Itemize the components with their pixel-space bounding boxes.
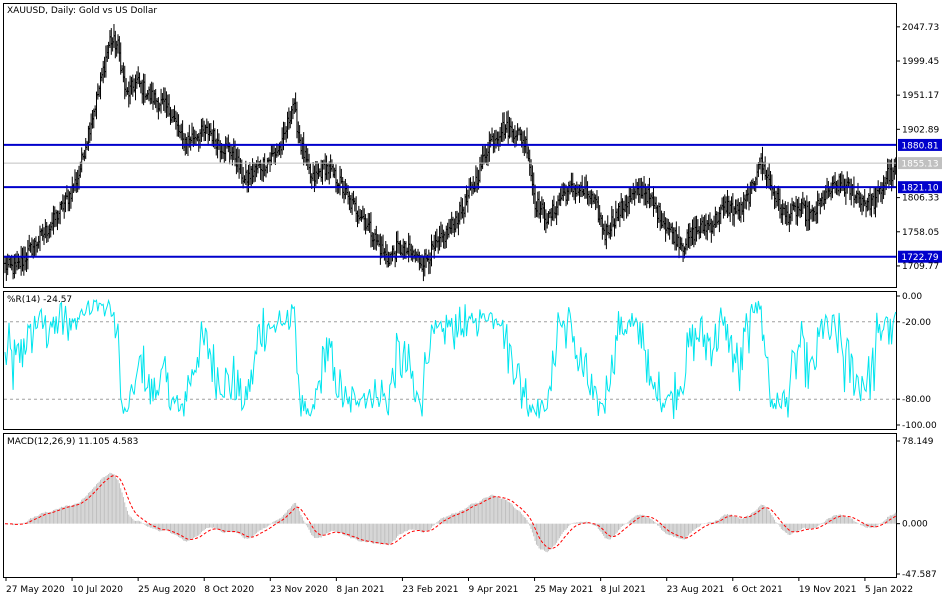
price-tick-label: 1902.89 [902,125,939,135]
level-tag [898,181,942,194]
wr-tick-label: -20.00 [902,318,931,328]
date-tick-label: 9 Apr 2021 [468,585,518,595]
date-tick-label: 25 May 2021 [535,585,594,595]
macd-tick-label: 0.000 [902,520,928,530]
williams-r-series [4,298,897,420]
price-tick-label: 1709.77 [902,262,939,272]
date-tick-label: 8 Oct 2020 [204,585,254,595]
level-label: 1880.81 [901,141,938,151]
date-tick-label: 23 Feb 2021 [402,585,458,595]
macd-label: MACD(12,26,9) 11.105 4.583 [7,437,138,447]
level-label: 1821.10 [901,184,938,194]
williams-r-label: %R(14) -24.57 [7,295,72,305]
date-tick-label: 23 Nov 2020 [270,585,328,595]
date-tick-label: 5 Jan 2022 [865,585,913,595]
price-tick-label: 1806.33 [902,194,939,204]
date-tick-label: 8 Jan 2021 [336,585,384,595]
chart-title: XAUUSD, Daily: Gold vs US Dollar [7,6,157,16]
price-tick-label: 1999.45 [902,57,939,67]
level-tag [898,138,942,151]
macd-panel [3,433,897,578]
axes: 1880.81 1821.10 1722.79 1855.13 2047.73 1999.… [5,23,942,595]
price-tick-label: 2047.73 [902,23,939,33]
macd-tick-label: 78.149 [902,437,934,447]
williams-r-panel [3,291,897,430]
wr-tick-label: 0.00 [902,292,922,302]
level-tag [898,250,942,263]
date-tick-label: 10 Jul 2020 [72,585,123,595]
wr-tick-label: -80.00 [902,395,931,405]
date-tick-label: 23 Aug 2021 [667,585,725,595]
macd-tick-label: -47.587 [902,570,937,580]
wr-line [4,298,897,420]
price-tick-label: 1951.17 [902,91,939,101]
price-tick-label: 1758.05 [902,228,939,238]
current-price-label: 1855.13 [901,160,938,170]
wr-tick-label: -100.00 [902,421,937,431]
date-tick-label: 19 Nov 2021 [799,585,857,595]
date-tick-label: 27 May 2020 [6,585,65,595]
date-tick-label: 6 Oct 2021 [733,585,783,595]
current-price-tag [898,157,942,170]
macd-signal-line [4,475,896,550]
macd-series [4,472,897,553]
date-tick-label: 25 Aug 2020 [138,585,196,595]
level-label: 1722.79 [901,253,938,263]
price-series [3,24,897,282]
date-tick-label: 8 Jul 2021 [601,585,646,595]
